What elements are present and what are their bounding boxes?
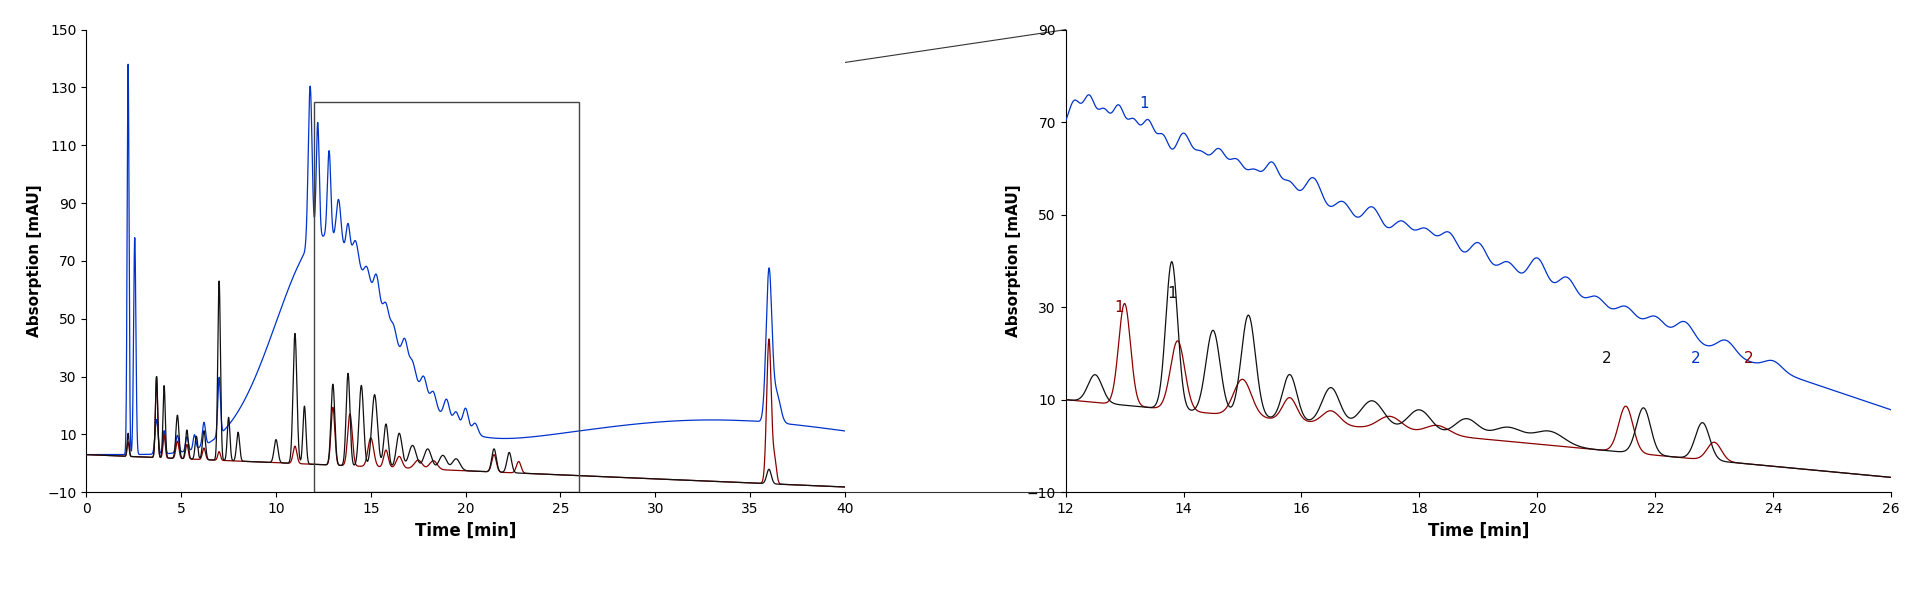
Text: 1: 1 [1114,300,1123,315]
Text: 2: 2 [1743,350,1753,366]
Y-axis label: Absorption [mAU]: Absorption [mAU] [27,184,42,337]
Y-axis label: Absorption [mAU]: Absorption [mAU] [1006,184,1021,337]
Text: 1: 1 [1167,286,1177,301]
Bar [315,102,580,492]
Text: 1: 1 [1139,96,1148,111]
Text: 2: 2 [1603,350,1613,366]
X-axis label: Time [min]: Time [min] [415,521,516,540]
Text: 2: 2 [1692,350,1701,366]
X-axis label: Time [min]: Time [min] [1428,521,1528,540]
